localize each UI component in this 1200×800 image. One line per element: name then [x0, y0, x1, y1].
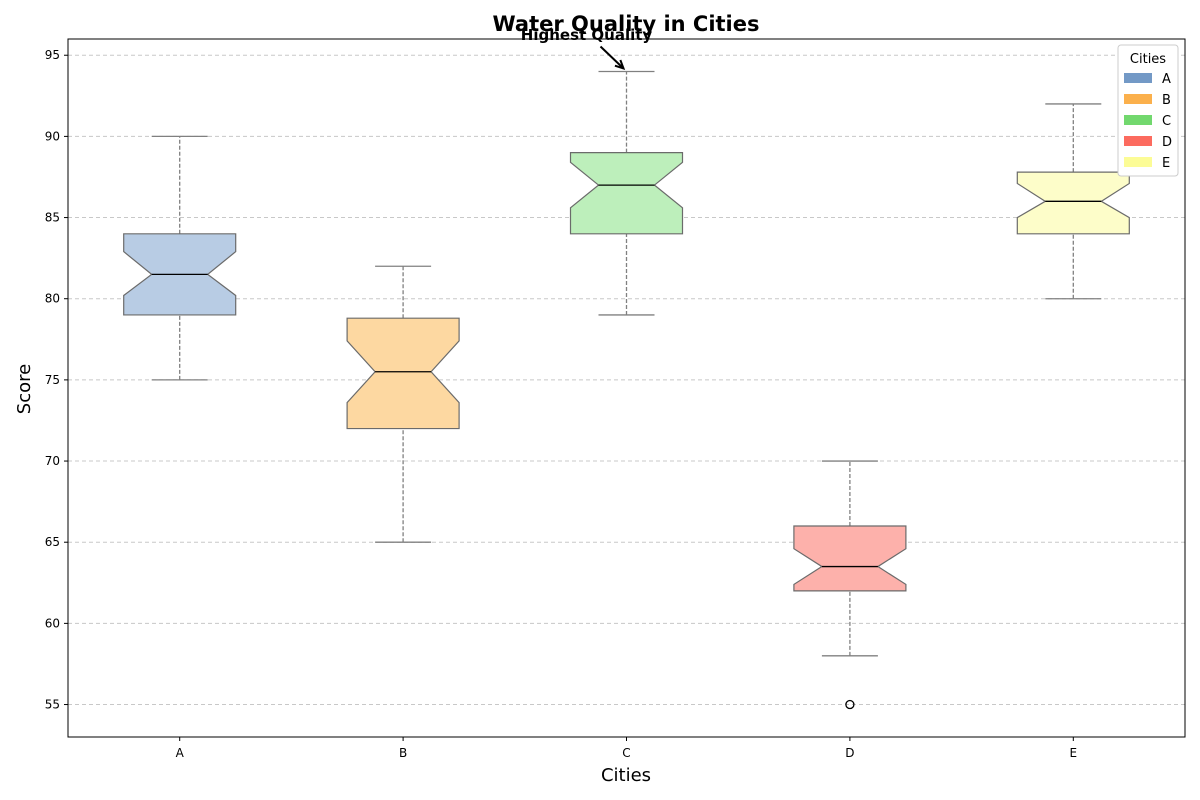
legend-swatch	[1124, 136, 1152, 146]
x-tick-label: B	[399, 746, 407, 760]
outlier-point	[845, 699, 855, 710]
legend-label: A	[1162, 72, 1171, 87]
legend-item-e: E	[1124, 156, 1170, 171]
legend-title: Cities	[1130, 52, 1166, 67]
box-b	[346, 265, 460, 543]
y-tick-label: 70	[45, 454, 60, 468]
legend-swatch	[1124, 115, 1152, 125]
box-body	[793, 525, 907, 592]
legend-item-c: C	[1124, 114, 1171, 129]
y-tick-label: 95	[45, 48, 60, 62]
legend-item-b: B	[1124, 93, 1171, 108]
legend-label: E	[1162, 156, 1170, 171]
y-axis: 55 60 65 70 75 80 85 90 95	[45, 48, 68, 712]
x-axis: A B C D E	[176, 737, 1078, 760]
x-axis-label: Cities	[601, 765, 651, 786]
legend-swatch	[1124, 157, 1152, 167]
box-d	[793, 460, 907, 710]
y-tick-label: 85	[45, 211, 60, 225]
chart-title: Water Quality in Cities	[493, 12, 760, 36]
legend-swatch	[1124, 73, 1152, 83]
y-tick-label: 55	[45, 698, 60, 712]
legend-label: B	[1162, 93, 1171, 108]
legend-label: C	[1162, 114, 1171, 129]
y-tick-label: 65	[45, 535, 60, 549]
box-a	[123, 135, 237, 381]
box-e	[1016, 103, 1130, 300]
y-tick-label: 90	[45, 129, 60, 143]
x-tick-label: A	[176, 746, 185, 760]
box-body	[569, 152, 684, 235]
y-tick-label: 80	[45, 292, 60, 306]
box-series	[123, 70, 1130, 710]
y-tick-label: 60	[45, 616, 60, 630]
annotation-text: Highest Quality	[521, 26, 653, 44]
legend-label: D	[1162, 135, 1172, 150]
box-c	[569, 70, 684, 316]
box-body	[346, 317, 460, 430]
x-tick-label: E	[1070, 746, 1078, 760]
legend-item-a: A	[1124, 72, 1171, 87]
legend-item-d: D	[1124, 135, 1172, 150]
annotation-arrowhead	[614, 59, 626, 71]
x-tick-label: C	[622, 746, 630, 760]
x-tick-label: D	[845, 746, 854, 760]
legend-swatch	[1124, 94, 1152, 104]
annotation: Highest Quality	[521, 26, 653, 71]
annotation-arrow	[599, 45, 625, 70]
box-body	[1016, 171, 1130, 235]
y-tick-label: 75	[45, 373, 60, 387]
y-axis-label: Score	[14, 364, 35, 414]
